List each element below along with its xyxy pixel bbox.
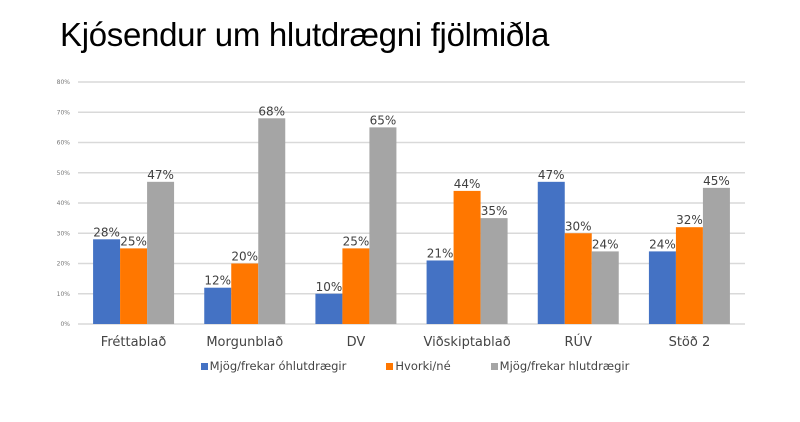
bar <box>258 118 286 324</box>
x-tick-label: DV <box>347 335 366 350</box>
legend-swatch <box>200 362 208 370</box>
x-tick-label: RÚV <box>565 334 593 350</box>
legend-item: Hvorki/né <box>386 359 451 373</box>
y-tick-label: 0% <box>60 321 70 328</box>
x-tick-label: Viðskiptablað <box>423 335 510 350</box>
y-tick-label: 20% <box>57 261 71 268</box>
y-tick-label: 40% <box>57 200 71 207</box>
bar <box>564 233 592 324</box>
legend-swatch <box>386 362 394 370</box>
bar <box>702 187 730 324</box>
y-tick-label: 60% <box>57 140 71 147</box>
x-tick-label: Stöð 2 <box>669 335 711 350</box>
legend-swatch <box>490 362 498 370</box>
y-tick-label: 80% <box>57 79 71 86</box>
y-tick-label: 30% <box>57 230 71 237</box>
bar <box>147 181 175 324</box>
data-label: 45% <box>703 174 730 188</box>
data-label: 68% <box>258 104 285 118</box>
x-tick-label: Fréttablað <box>101 335 167 350</box>
bar <box>648 251 676 324</box>
bar <box>342 248 370 324</box>
data-label: 65% <box>370 113 397 127</box>
legend-item: Mjög/frekar hlutdrægir <box>490 359 630 373</box>
y-tick-label: 70% <box>57 109 71 116</box>
data-label: 30% <box>565 219 592 233</box>
data-label: 44% <box>454 177 481 191</box>
data-label: 35% <box>481 204 508 218</box>
bar <box>315 293 343 324</box>
data-label: 21% <box>427 246 454 260</box>
data-label: 25% <box>120 234 147 248</box>
data-label: 24% <box>592 237 619 251</box>
bar <box>675 227 703 324</box>
bar <box>591 251 619 324</box>
legend-label: Mjög/frekar hlutdrægir <box>499 359 630 373</box>
bar <box>204 287 232 324</box>
data-label: 47% <box>147 168 174 182</box>
legend-label: Mjög/frekar óhlutdrægir <box>209 359 347 373</box>
legend-item: Mjög/frekar óhlutdrægir <box>200 359 347 373</box>
bar <box>537 181 565 324</box>
bar <box>369 127 397 324</box>
bar <box>480 218 508 324</box>
x-tick-label: Morgunblað <box>206 335 283 350</box>
data-label: 10% <box>316 280 343 294</box>
y-tick-label: 50% <box>57 170 71 177</box>
data-label: 24% <box>649 237 676 251</box>
data-label: 20% <box>231 250 258 264</box>
data-label: 12% <box>204 274 231 288</box>
chart-title: Kjósendur um hlutdrægni fjölmiðla <box>60 16 550 53</box>
legend: Mjög/frekar óhlutdrægir Hvorki/né Mjög/f… <box>0 359 800 373</box>
legend-label: Hvorki/né <box>395 359 451 373</box>
bar <box>93 239 121 324</box>
data-label: 32% <box>676 213 703 227</box>
data-label: 47% <box>538 168 565 182</box>
bar <box>231 263 259 324</box>
bar <box>453 190 481 324</box>
bar <box>120 248 148 324</box>
data-label: 25% <box>343 234 370 248</box>
bar <box>426 260 454 324</box>
y-tick-label: 10% <box>57 291 71 298</box>
data-label: 28% <box>93 225 120 239</box>
